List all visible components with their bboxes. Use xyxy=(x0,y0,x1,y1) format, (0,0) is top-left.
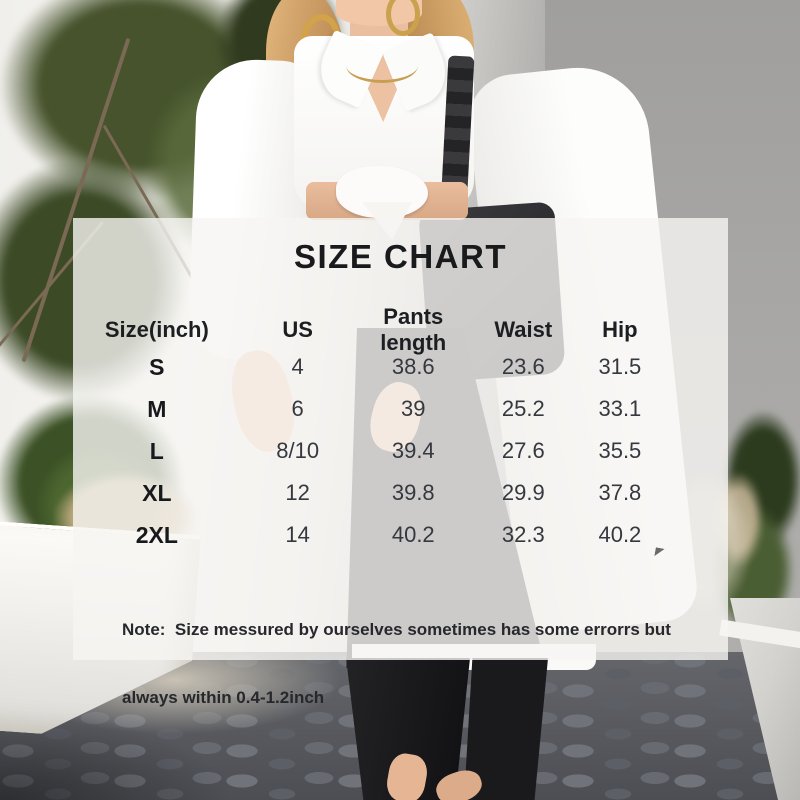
value-cell: 25.2 xyxy=(501,396,545,421)
column-header-pants-length: Pants length xyxy=(380,304,447,355)
value-cell: 31.5 xyxy=(598,354,642,379)
value-cell: 8/10 xyxy=(276,438,320,463)
size-cell: XL xyxy=(142,479,172,506)
value-cell: 39.8 xyxy=(391,480,435,505)
value-cell: 29.9 xyxy=(501,480,545,505)
size-chart-table: Size(inch) US Pants length Waist Hip S 4… xyxy=(73,304,728,556)
value-cell: 14 xyxy=(285,522,310,547)
value-cell: 27.6 xyxy=(501,438,545,463)
size-note-line1: Note: Size messured by ourselves sometim… xyxy=(122,620,671,639)
hoop-earring xyxy=(386,0,420,36)
value-cell: 38.6 xyxy=(391,354,435,379)
value-cell: 33.1 xyxy=(598,396,642,421)
table-row: XL 12 39.8 29.9 37.8 xyxy=(73,472,728,514)
column-header-hip: Hip xyxy=(602,317,638,342)
table-row: M 6 39 25.2 33.1 xyxy=(73,388,728,430)
size-cell: 2XL xyxy=(135,521,178,548)
value-cell: 37.8 xyxy=(598,480,642,505)
value-cell: 6 xyxy=(291,396,304,421)
column-header-us: US xyxy=(282,317,313,342)
value-cell: 40.2 xyxy=(391,522,435,547)
table-header-row: Size(inch) US Pants length Waist Hip xyxy=(73,304,728,355)
column-header-size: Size(inch) xyxy=(104,317,209,342)
size-cell: M xyxy=(147,395,167,422)
size-chart-panel: SIZE CHART Size(inch) US Pants length Wa… xyxy=(73,218,728,707)
value-cell: 32.3 xyxy=(501,522,545,547)
value-cell: 40.2 xyxy=(598,522,642,547)
table-row: S 4 38.6 23.6 31.5 xyxy=(73,346,728,388)
value-cell: 4 xyxy=(291,354,304,379)
value-cell: 39 xyxy=(401,396,426,421)
size-cell: S xyxy=(149,353,165,380)
value-cell: 23.6 xyxy=(501,354,545,379)
column-header-waist: Waist xyxy=(494,317,553,342)
table-row: L 8/10 39.4 27.6 35.5 xyxy=(73,430,728,472)
value-cell: 39.4 xyxy=(391,438,435,463)
value-cell: 35.5 xyxy=(598,438,642,463)
necklace xyxy=(346,48,418,83)
size-note-line2: always within 0.4-1.2inch xyxy=(122,687,325,707)
size-cell: L xyxy=(149,437,164,464)
table-row: 2XL 14 40.2 32.3 40.2 xyxy=(73,514,728,556)
value-cell: 12 xyxy=(285,480,310,505)
size-chart-title: SIZE CHART xyxy=(294,238,507,275)
size-note: Note: Size messured by ourselves sometim… xyxy=(122,574,697,754)
